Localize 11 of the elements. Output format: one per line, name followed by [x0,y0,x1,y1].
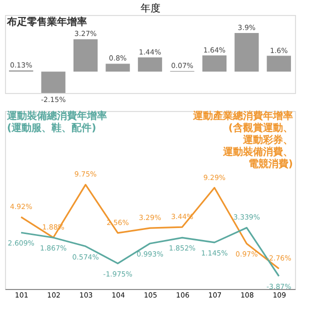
bar [202,55,227,72]
bar [138,57,162,72]
bar [73,39,98,72]
bar [41,72,66,93]
chart-title: 布疋零售業年增率 [6,16,87,28]
bar [266,56,291,72]
text: 運動裝備總消費年增率(運動服、鞋、配件) [6,110,107,134]
bar [106,64,130,72]
bar [234,33,259,72]
text: 運動產業總消費年增率(含觀賞運動、運動彩券、運動裝備消費、電競消費) [192,110,293,170]
x-axis-title: 年度 [140,2,160,14]
